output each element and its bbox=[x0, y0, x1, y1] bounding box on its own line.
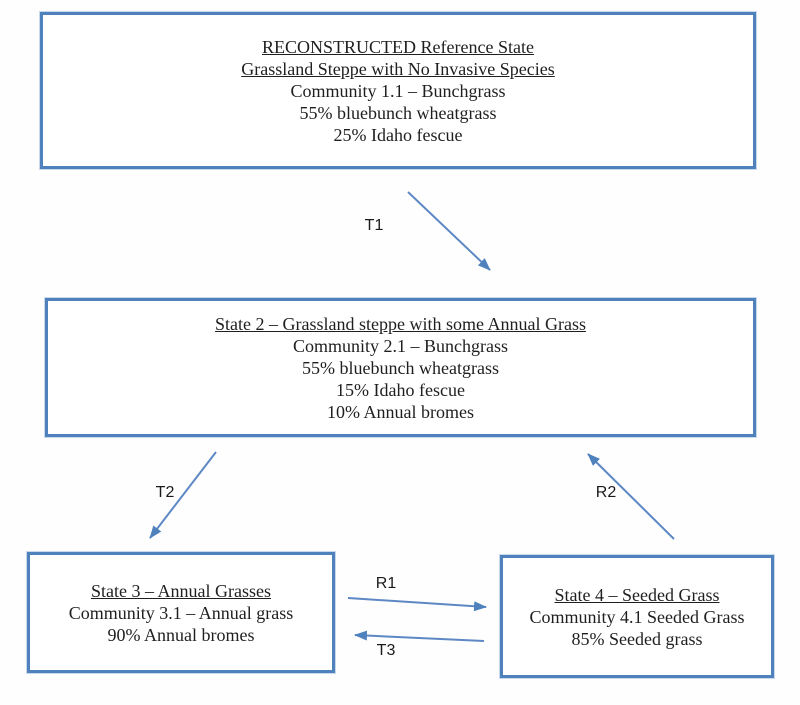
box-state-2: State 2 – Grassland steppe with some Ann… bbox=[45, 298, 756, 437]
arrow-r1 bbox=[347, 597, 487, 612]
box-text-line: 55% bluebunch wheatgrass bbox=[299, 102, 497, 123]
box-title-line: Grassland Steppe with No Invasive Specie… bbox=[241, 58, 555, 79]
box-title-line: State 4 – Seeded Grass bbox=[554, 584, 720, 605]
arrow-label-t1: T1 bbox=[364, 217, 384, 234]
arrow-t3 bbox=[354, 630, 485, 642]
box-state-3: State 3 – Annual Grasses Community 3.1 –… bbox=[27, 552, 335, 673]
box-text-line: Community 3.1 – Annual grass bbox=[68, 602, 294, 623]
box-text-line: 10% Annual bromes bbox=[327, 401, 474, 422]
box-title-line: State 3 – Annual Grasses bbox=[91, 580, 271, 601]
arrow-label-t2: T2 bbox=[155, 484, 175, 501]
box-text-line: 90% Annual bromes bbox=[107, 624, 255, 645]
arrow-t1 bbox=[407, 191, 491, 271]
box-text-line: Community 4.1 Seeded Grass bbox=[529, 606, 745, 627]
box-text-line: 25% Idaho fescue bbox=[333, 124, 463, 145]
box-text-line: Community 1.1 – Bunchgrass bbox=[290, 80, 506, 101]
arrow-label-r1: R1 bbox=[375, 575, 397, 592]
arrow-label-t3: T3 bbox=[376, 642, 396, 659]
arrow-label-r2: R2 bbox=[595, 484, 617, 501]
box-title-line: RECONSTRUCTED Reference State bbox=[262, 36, 534, 57]
box-state-4: State 4 – Seeded Grass Community 4.1 See… bbox=[500, 555, 774, 678]
box-title-line: State 2 – Grassland steppe with some Ann… bbox=[215, 313, 586, 334]
box-text-line: Community 2.1 – Bunchgrass bbox=[293, 335, 508, 356]
box-text-line: 85% Seeded grass bbox=[571, 628, 703, 649]
box-text-line: 55% bluebunch wheatgrass bbox=[302, 357, 499, 378]
box-reference-state: RECONSTRUCTED Reference State Grassland … bbox=[40, 12, 756, 169]
box-text-line: 15% Idaho fescue bbox=[336, 379, 465, 400]
